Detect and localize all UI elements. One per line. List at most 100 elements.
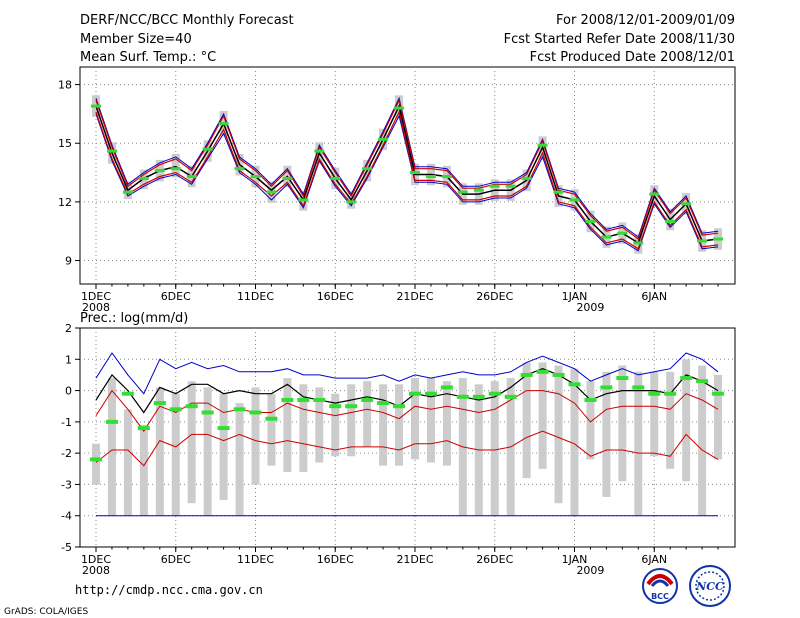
prec-obs-marker [664, 391, 677, 396]
temp-lower-line [95, 110, 719, 250]
prec-ytick-label: -4 [61, 510, 72, 523]
temp-obs-marker [122, 190, 133, 194]
ncc-logo-text: NCC [695, 580, 724, 593]
prec-obs-marker [616, 376, 629, 381]
prec-spread-box [554, 365, 563, 504]
prec-spread-box [379, 384, 388, 466]
temp-xtick-label: 16DEC [317, 290, 354, 303]
temp-xtick-label: 11DEC [237, 290, 274, 303]
prec-obs-marker [153, 401, 166, 406]
temp-obs-marker [585, 219, 596, 223]
prec-spread-box [219, 393, 228, 501]
header-member-size: Member Size=40 [80, 32, 192, 47]
temp-obs-marker [697, 239, 708, 243]
bcc-logo-text: BCC [651, 592, 669, 601]
temp-mean-line [95, 103, 719, 245]
prec-spread-box [347, 384, 356, 457]
temp-obs-marker [617, 231, 628, 235]
prec-spread-box [490, 381, 499, 516]
temp-obs-marker [250, 174, 261, 178]
header-produced: Fcst Produced Date 2008/12/01 [530, 50, 735, 65]
temp-chart-layer: 9 12 15 18 1DEC 6DEC 11DEC 16DEC 21DEC 26DEC 1JAN 6… [58, 67, 735, 314]
temp-spread-box [171, 153, 180, 178]
temp-obs-marker [681, 202, 692, 206]
header-period: For 2008/12/01-2009/01/09 [556, 13, 735, 28]
prec-max-line [95, 352, 719, 395]
prec-spread-box [139, 424, 148, 516]
prec-obs-marker [169, 407, 182, 412]
bcc-logo: BCC [642, 568, 678, 604]
temp-obs-marker [649, 192, 660, 196]
prec-spread-box [442, 381, 451, 466]
temp-min-line [95, 113, 719, 252]
prec-spread-box [267, 393, 276, 466]
prec-spread-box [299, 384, 308, 472]
temp-obs-marker [665, 219, 676, 223]
prec-spread-box [522, 362, 531, 479]
temp-obs-marker [713, 237, 724, 241]
prec-obs-marker [472, 394, 485, 399]
prec-obs-marker [265, 416, 278, 421]
temp-obs-marker [553, 190, 564, 194]
prec-obs-marker [249, 410, 262, 415]
prec-xtick-label: 26DEC [476, 553, 513, 566]
prec-obs-marker [121, 391, 134, 396]
prec-obs-marker [409, 391, 421, 396]
temp-obs-marker [282, 176, 293, 180]
prec-obs-marker [313, 397, 326, 402]
header-variable: Mean Surf. Temp.: °C [80, 50, 216, 65]
prec-xtick-label: 1DEC [81, 553, 111, 566]
prec-obs-marker [712, 391, 725, 396]
prec-xtick-label: 6JAN [641, 553, 667, 566]
temp-obs-marker [234, 167, 245, 171]
prec-obs-marker [329, 404, 342, 409]
prec-obs-marker [456, 394, 469, 399]
temp-obs-marker [410, 171, 420, 175]
prec-spread-box [570, 368, 579, 516]
prec-obs-marker [552, 372, 565, 377]
temp-obs-marker [425, 174, 436, 178]
prec-ytick-label: 0 [65, 385, 72, 398]
prec-obs-marker [137, 426, 150, 431]
temp-obs-marker [314, 149, 325, 153]
temp-obs-marker [186, 174, 197, 178]
prec-year-label: 2008 [82, 564, 110, 577]
prec-obs-marker [648, 391, 661, 396]
prec-spread-box [171, 393, 180, 516]
prec-xtick-label: 16DEC [317, 553, 354, 566]
temp-obs-marker [154, 169, 165, 173]
prec-obs-marker [345, 404, 358, 409]
prec-year-label: 2009 [576, 564, 604, 577]
prec-spread-box [602, 371, 611, 497]
temp-xtick-label: 1JAN [562, 290, 588, 303]
prec-lower-line [95, 430, 719, 467]
prec-spread-box [682, 359, 691, 482]
prec-upper-line [95, 389, 719, 433]
temp-obs-marker [537, 143, 548, 147]
temp-obs-marker [362, 167, 373, 171]
prec-spread-box [714, 374, 723, 460]
ncc-logo: NCC [689, 565, 731, 607]
temp-obs-marker [489, 184, 500, 188]
prec-obs-marker [105, 419, 118, 424]
prec-spread-box [107, 378, 116, 516]
prec-spread-box [235, 403, 244, 516]
prec-spread-box [634, 371, 643, 516]
header-started: Fcst Started Refer Date 2008/11/30 [504, 32, 735, 47]
temp-obs-marker [505, 184, 516, 188]
temp-obs-marker [633, 241, 644, 245]
prec-ytick-label: -5 [61, 541, 72, 554]
prec-xtick-label: 6DEC [161, 553, 191, 566]
temp-xtick-label: 21DEC [396, 290, 433, 303]
temp-obs-marker [138, 176, 149, 180]
prec-ytick-label: 1 [65, 353, 72, 366]
temp-xtick-label: 6JAN [641, 290, 667, 303]
temp-ytick-label: 18 [58, 79, 72, 92]
prec-ytick-label: -1 [61, 416, 72, 429]
prec-spread-box [395, 384, 404, 466]
prec-spread-box [650, 371, 659, 457]
prec-obs-marker [217, 426, 230, 431]
temp-obs-marker [346, 200, 357, 204]
prec-obs-marker [520, 372, 533, 377]
prec-spread-box [92, 443, 100, 485]
